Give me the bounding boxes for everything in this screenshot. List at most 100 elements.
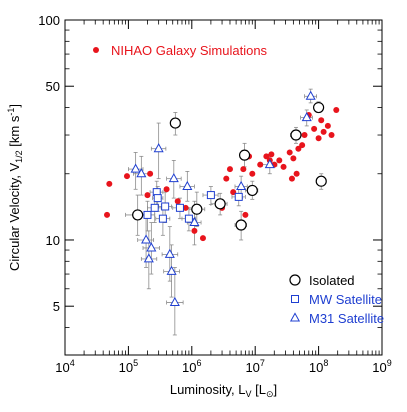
mw-satellite-point (184, 214, 193, 223)
legend: NIHAO Galaxy Simulations Isolated MW Satel… (93, 43, 384, 326)
nihao-point (295, 145, 302, 152)
legend-nihao-label: NIHAO Galaxy Simulations (111, 43, 268, 58)
nihao-point (286, 149, 293, 156)
legend-mw-marker (291, 295, 299, 303)
isolated-point (191, 203, 203, 215)
isolated-point (313, 101, 325, 114)
nihao-point (293, 170, 300, 177)
nihao-point (268, 151, 275, 158)
m31-satellite-point (182, 180, 193, 191)
m31-satellite-point (236, 180, 247, 191)
m31-satellite-point (305, 90, 316, 100)
mw-satellite-point (153, 194, 162, 203)
nihao-point (257, 161, 264, 168)
nihao-point (123, 173, 130, 180)
nihao-point (320, 128, 327, 135)
nihao-point (199, 235, 206, 242)
legend-mw-label: MW Satellite (309, 292, 382, 307)
y-tick-label: 10 (46, 233, 60, 248)
isolated-point (132, 209, 144, 221)
nihao-point (288, 175, 295, 182)
x-tick-label: 106 (182, 358, 201, 375)
nihao-point (174, 198, 181, 205)
nihao-point (301, 132, 308, 139)
nihao-point (106, 180, 113, 187)
x-tick-label: 104 (55, 358, 74, 375)
isolated-point (315, 175, 327, 187)
m31-satellite-point (264, 159, 275, 169)
nihao-point (333, 106, 340, 113)
legend-m31-marker (289, 312, 301, 322)
nihao-point (223, 175, 230, 182)
isolated-point (235, 219, 247, 231)
nihao-point (328, 132, 335, 139)
y-tick-label: 5 (53, 299, 60, 314)
nihao-point (147, 170, 154, 177)
nihao-point (104, 211, 111, 218)
x-tick-label: 109 (372, 358, 391, 375)
isolated-point (169, 117, 181, 129)
y-axis-label: Circular Velocity, V1/2 [km s-1] (6, 104, 24, 271)
x-tick-label: 107 (245, 358, 264, 375)
axis-label-layer: Luminosity, LV [L⊙] Circular Velocity, V1… (6, 104, 277, 399)
mw-satellite-point (150, 203, 159, 212)
m31-satellite-point (130, 163, 141, 173)
mw-satellite-point (234, 192, 243, 201)
legend-nihao-marker (93, 47, 99, 53)
m31-satellite-point (168, 173, 179, 183)
axes-frame (64, 19, 383, 356)
y-tick-label: 50 (46, 79, 60, 94)
x-axis-label: Luminosity, LV [L⊙] (170, 382, 277, 399)
m31-satellite-point (169, 296, 180, 306)
marker-layer (104, 90, 340, 306)
m31-satellite-point (136, 168, 147, 178)
isolated-point (246, 184, 258, 197)
mw-satellite-point (158, 214, 167, 223)
nihao-point (163, 186, 170, 193)
nihao-point (299, 142, 306, 149)
nihao-point (182, 204, 189, 211)
errorbar (304, 88, 318, 104)
tick-label-layer: 104 105 106 107 108 109 5 10 50 100 (38, 13, 391, 375)
nihao-point (290, 155, 297, 162)
nihao-point (240, 166, 247, 173)
m31-satellite-point (164, 248, 175, 258)
mw-satellite-point (175, 203, 184, 212)
isolated-point (238, 149, 251, 161)
nihao-point (263, 153, 270, 160)
nihao-point (315, 135, 322, 142)
legend-m31-label: M31 Satellite (309, 311, 384, 326)
x-tick-label: 105 (119, 358, 138, 375)
nihao-point (276, 157, 283, 164)
m31-satellite-point (143, 253, 154, 263)
nihao-point (324, 122, 331, 129)
mw-satellite-point (161, 202, 170, 211)
nihao-point (144, 192, 151, 199)
m31-satellite-point (146, 242, 157, 252)
tick-layer (64, 19, 383, 356)
y-tick-label: 100 (38, 13, 60, 28)
x-tick-label: 108 (309, 358, 328, 375)
m31-satellite-point (301, 111, 312, 122)
nihao-point (249, 170, 256, 177)
legend-isolated-label: Isolated (309, 273, 355, 288)
m31-satellite-point (166, 265, 177, 275)
plot-frame (64, 19, 383, 356)
m31-satellite-point (189, 216, 200, 227)
legend-isolated-marker (289, 274, 301, 286)
nihao-point (230, 189, 237, 196)
mw-satellite-point (206, 191, 215, 200)
m31-satellite-point (141, 234, 152, 244)
mw-satellite-point (143, 210, 152, 219)
isolated-point (290, 129, 302, 141)
nihao-point (242, 211, 249, 218)
nihao-point (318, 117, 325, 124)
m31-satellite-point (153, 143, 164, 153)
nihao-point (191, 227, 198, 234)
nihao-point (226, 166, 233, 173)
nihao-point (311, 125, 318, 132)
isolated-point (214, 198, 226, 210)
nihao-point (280, 163, 287, 170)
